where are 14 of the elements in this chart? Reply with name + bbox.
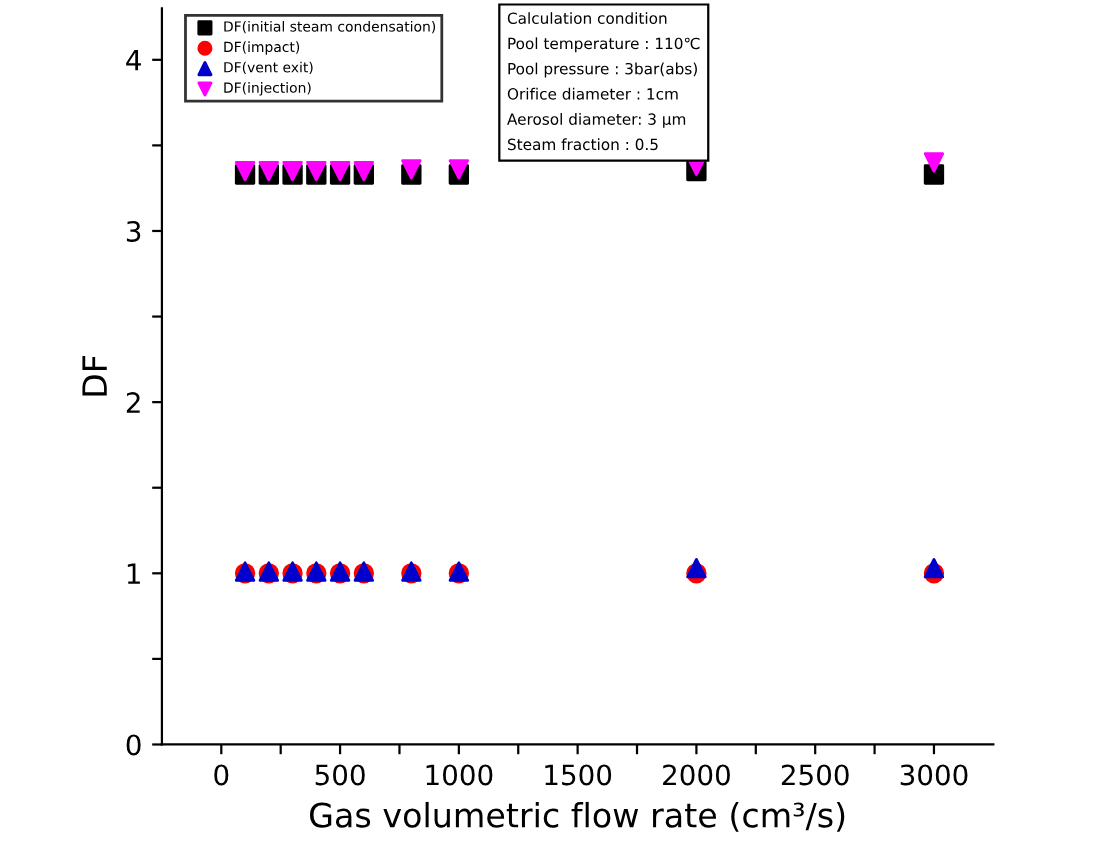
y-axis-title: DF [82,355,107,396]
x-tick-label: 3000 [900,764,968,786]
x-axis-title: Gas volumetric flow rate (cm³/s) [310,801,845,832]
y-tick-label: 0 [126,734,141,756]
y-tick-label: 1 [127,563,140,584]
x-tick-label: 0 [214,764,229,786]
x-tick-label: 1500 [545,764,612,786]
x-tick-label: 2500 [781,764,849,786]
y-tick-label: 4 [126,50,141,71]
x-tick-label: 500 [315,764,365,786]
x-tick-label: 2000 [663,764,730,786]
x-tick-label: 1000 [426,764,493,786]
y-tick-label: 2 [126,392,140,413]
y-tick-label: 3 [126,220,141,242]
